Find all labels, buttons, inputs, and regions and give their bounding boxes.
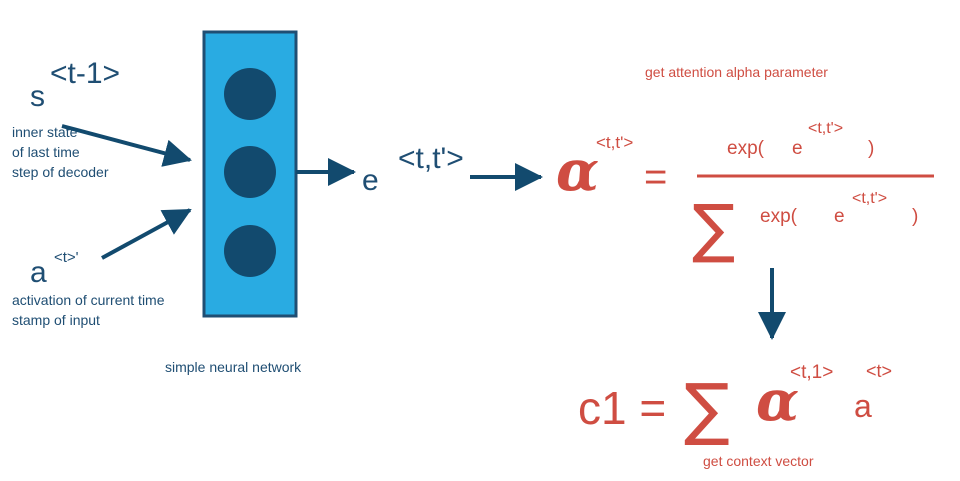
s-to-network-arrow	[61, 124, 192, 167]
context-alpha-symbol: α	[756, 368, 799, 434]
attention-formula: get attention alpha parameter α <t,t'> =…	[556, 64, 934, 266]
s-caption-line-2: of last time	[12, 144, 80, 160]
alpha-symbol: α	[556, 138, 599, 204]
denominator-close: )	[912, 206, 918, 227]
s-symbol: s	[30, 80, 45, 113]
denominator-superscript: <t,t'>	[852, 190, 887, 207]
context-formula: c1 = ∑ α <t,1> a <t> get context vector	[578, 361, 892, 469]
numerator-close: )	[868, 138, 874, 159]
network-node-2	[224, 146, 276, 198]
network-node-3	[224, 225, 276, 277]
a-caption-line-1: activation of current time	[12, 292, 165, 308]
network-node-1	[224, 68, 276, 120]
s-superscript: <t-1>	[50, 57, 120, 90]
alpha-superscript: <t,t'>	[596, 133, 633, 152]
numerator-exp: exp(	[727, 138, 765, 159]
context-caption: get context vector	[703, 453, 814, 469]
numerator-superscript: <t,t'>	[808, 120, 843, 137]
encoder-activation-input: a <t>' activation of current time stamp …	[12, 249, 165, 328]
a-to-network-arrow	[101, 208, 192, 260]
e-symbol: e	[362, 164, 379, 197]
context-sum-symbol: ∑	[684, 370, 730, 449]
numerator-e: e	[792, 138, 803, 159]
denominator-sum-symbol: ∑	[692, 192, 735, 266]
s-caption-line-1: inner state	[12, 124, 78, 140]
equals-sign: =	[644, 155, 667, 199]
network-label: simple neural network	[165, 359, 302, 375]
context-a-symbol: a	[854, 388, 872, 424]
denominator-e: e	[834, 206, 845, 227]
a-superscript: <t>'	[54, 249, 79, 266]
s-caption-line-3: step of decoder	[12, 164, 109, 180]
context-alpha-superscript: <t,1>	[790, 362, 833, 383]
e-superscript: <t,t'>	[398, 142, 464, 175]
decoder-state-input: s <t-1> inner state of last time step of…	[12, 57, 120, 180]
context-a-superscript: <t>	[866, 361, 892, 381]
a-caption-line-2: stamp of input	[12, 312, 100, 328]
context-lhs: c1 =	[578, 382, 666, 434]
attention-heading: get attention alpha parameter	[645, 64, 828, 80]
neural-network-block: simple neural network	[165, 30, 302, 375]
energy-score: e <t,t'>	[362, 142, 464, 197]
a-symbol: a	[30, 256, 47, 289]
denominator-exp: exp(	[760, 206, 798, 227]
